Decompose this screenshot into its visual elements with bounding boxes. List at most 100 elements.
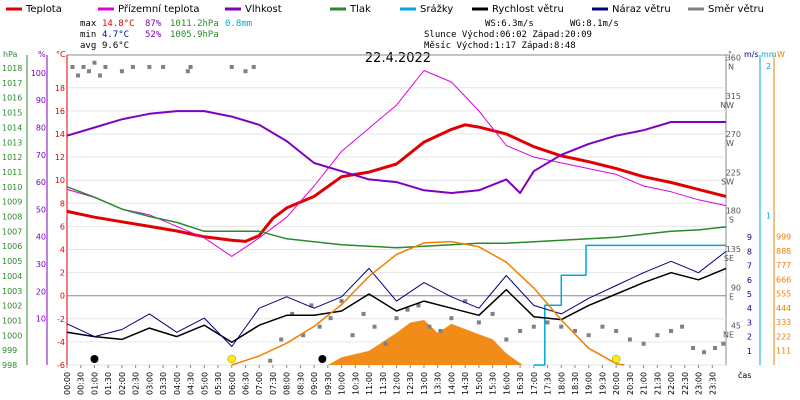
series-teplota (66, 123, 727, 243)
irradiance-fill (327, 320, 523, 365)
x-tick-label-20: 10:00 (338, 372, 347, 395)
wind-direction-point-12 (188, 64, 193, 69)
stat-moon: Měsíc Východ:1:17 Západ:8:48 (424, 41, 576, 51)
wind-direction-point-2 (81, 64, 86, 69)
x-tick-label-21: 10:30 (351, 372, 360, 395)
x-tick-label-42: 21:00 (640, 372, 649, 395)
wind-direction-point-34 (463, 299, 468, 304)
axis-dir-tick: 90 (731, 283, 741, 292)
axis-ms-tick: 1 (747, 347, 752, 356)
x-tick-label-18: 09:00 (310, 372, 319, 395)
x-tick-label-32: 16:00 (502, 372, 511, 395)
axis-w-tick: 777 (776, 261, 791, 270)
series-tlak (66, 186, 727, 249)
legend-srazky: Srážky (420, 3, 453, 15)
x-tick-label-35: 17:30 (544, 372, 553, 395)
axis-hpa-tick: 1011 (2, 168, 22, 177)
axis-pct-tick: 80 (36, 123, 46, 132)
axis-degc-tick: -6 (57, 361, 65, 370)
x-tick-label-28: 14:00 (447, 372, 456, 395)
irradiance-area (327, 320, 523, 365)
axis-pct-tick: 60 (36, 178, 46, 187)
axis-hpa-tick: 1009 (2, 198, 22, 207)
axes: hPa9989991000100110021003100410051006100… (2, 50, 791, 370)
axis-hpa-tick: 1012 (2, 153, 22, 162)
axis-pct-tick: 90 (36, 96, 46, 105)
axis-ms-tick: 6 (747, 276, 752, 285)
x-tick-label-10: 05:00 (200, 372, 209, 395)
axis-ms-tick: 5 (747, 290, 752, 299)
axis-dir-tick: 135 (726, 245, 741, 254)
wind-direction-point-30 (416, 303, 421, 308)
wind-direction-point-54 (721, 341, 726, 346)
wind-direction-point-39 (531, 324, 536, 329)
sun-moon-markers (90, 354, 621, 364)
legend: Teplota Přízemní teplota Vlhkost Tlak Sr… (6, 3, 764, 15)
x-tick-label-13: 06:30 (241, 372, 250, 395)
x-tick-label-44: 22:00 (667, 372, 676, 395)
stat-ws: WS:6.3m/s (485, 19, 534, 29)
axis-dir-compass: NW (720, 101, 734, 110)
stat-max-press: 1011.2hPa (170, 19, 219, 29)
x-tick-label-8: 04:00 (173, 372, 182, 395)
x-tick-label-24: 12:00 (393, 372, 402, 395)
axis-degc-tick: 8 (60, 199, 65, 208)
legend-smer-vetru: Směr větru (708, 3, 764, 15)
x-tick-label-11: 05:30 (214, 372, 223, 395)
x-tick-label-45: 22:30 (681, 372, 690, 395)
axis-degc-tick: 16 (55, 107, 65, 116)
series-srážky (533, 244, 726, 366)
x-tick-label-6: 03:00 (145, 372, 154, 395)
axis-w-tick: 222 (776, 332, 791, 341)
axis-pct-tick: 40 (36, 233, 46, 242)
wind-direction-point-40 (545, 320, 550, 325)
axis-dir-compass: E (729, 292, 734, 301)
x-tick-label-25: 12:30 (406, 372, 415, 395)
axis-w-label: W (777, 50, 785, 59)
x-tick-label-47: 23:30 (708, 372, 717, 395)
stat-sun: Slunce Východ:06:02 Západ:20:09 (424, 30, 592, 40)
wind-direction-point-24 (350, 333, 355, 338)
x-tick-label-38: 19:00 (585, 372, 594, 395)
series-náraz-větru (66, 251, 727, 347)
x-tick-label-46: 23:00 (695, 372, 704, 395)
axis-hpa-tick: 1002 (2, 302, 22, 311)
stat-min-press: 1005.9hPa (170, 30, 219, 40)
axis-degc-tick: 0 (60, 292, 65, 301)
axis-hpa-tick: 1016 (2, 94, 22, 103)
x-tick-label-27: 13:30 (434, 372, 443, 395)
moon-marker-0 (90, 355, 99, 363)
series-solar (231, 240, 625, 366)
stat-max-hum: 87% (145, 19, 162, 29)
wind-direction-point-32 (438, 328, 443, 333)
x-tick-label-36: 18:00 (557, 372, 566, 395)
axis-hpa-label: hPa (3, 50, 18, 59)
x-tick-label-2: 01:00 (90, 372, 99, 395)
axis-mm-label: mm (761, 50, 777, 59)
stat-max-rain: 0.8mm (225, 19, 252, 29)
wind-direction-point-48 (655, 333, 660, 338)
wind-direction-point-43 (586, 333, 591, 338)
x-axis-ticks: 00:00 00:30 01:00 01:30 02:00 02:30 03:00 03:30… (63, 365, 717, 395)
wind-direction-point-19 (301, 333, 306, 338)
x-axis-label: čas (738, 370, 751, 380)
wind-direction-point-49 (669, 328, 674, 333)
stat-max-label: max (80, 19, 97, 29)
axis-degc-tick: 4 (60, 246, 65, 255)
wind-direction-point-4 (92, 60, 97, 65)
x-tick-label-5: 02:30 (132, 372, 141, 395)
wind-direction-point-15 (251, 64, 256, 69)
legend-prizemni-teplota: Přízemní teplota (118, 3, 200, 15)
wind-direction-point-18 (290, 311, 295, 316)
axis-degc-tick: -4 (57, 338, 65, 347)
axis-pct-tick: 30 (36, 260, 46, 269)
wind-direction-point-41 (559, 324, 564, 329)
wind-direction-point-20 (309, 303, 314, 308)
series-lines (66, 70, 727, 366)
axis-dir-compass: SW (721, 177, 734, 186)
x-tick-label-29: 14:30 (461, 372, 470, 395)
axis-ms-tick: 8 (747, 247, 752, 256)
axis-pct-tick: 70 (36, 151, 46, 160)
axis-w-tick: 666 (776, 275, 791, 284)
x-tick-label-34: 17:00 (530, 372, 539, 395)
